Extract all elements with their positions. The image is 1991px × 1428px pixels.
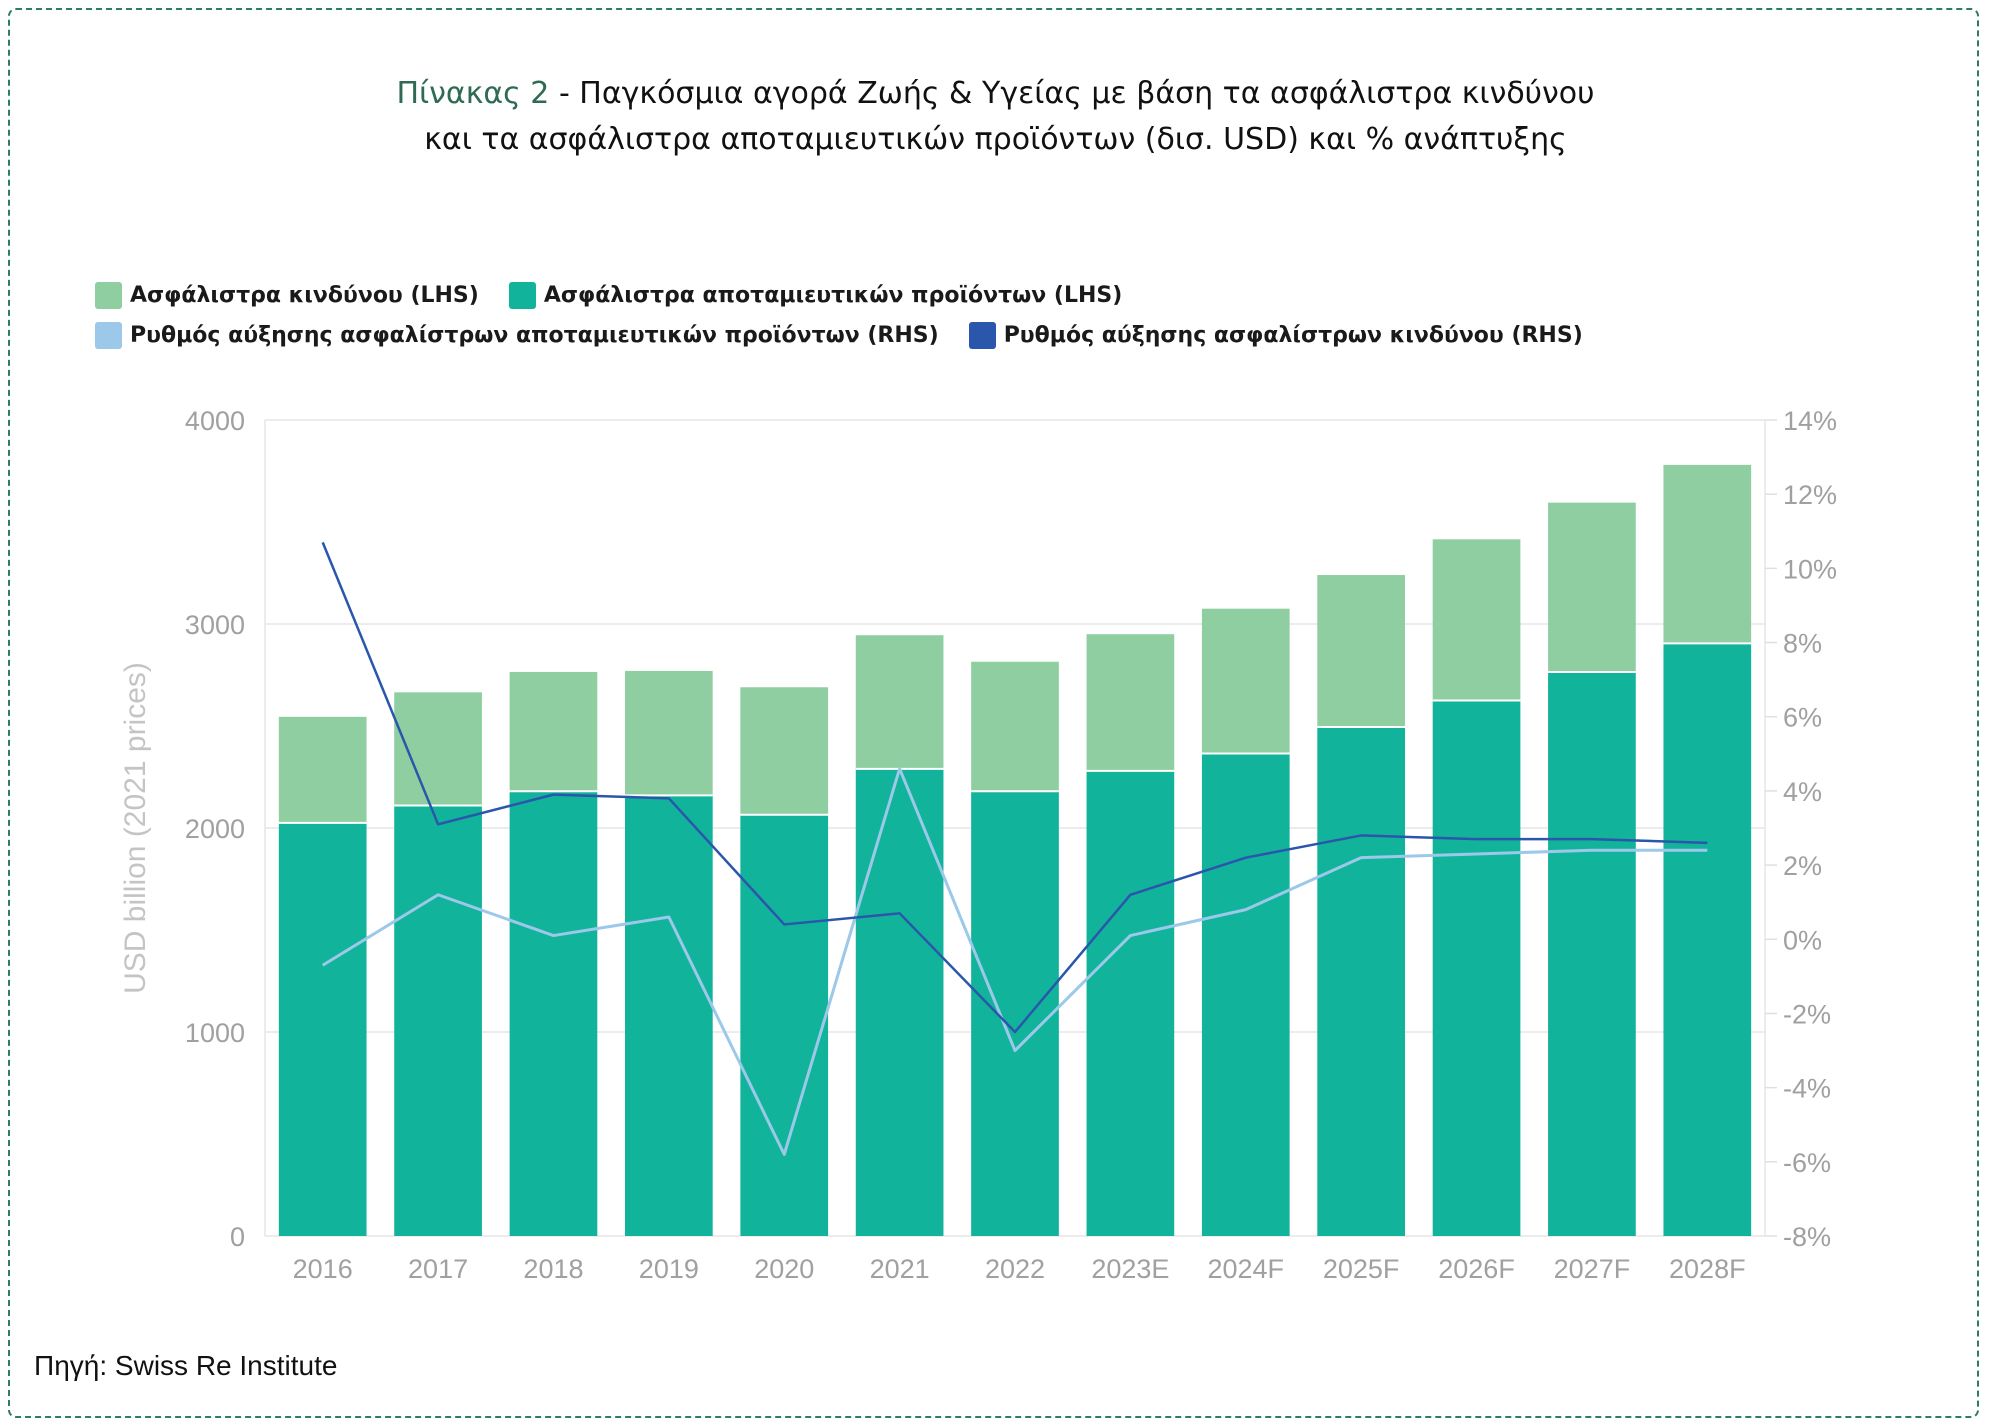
- bar-risk: [1086, 634, 1175, 771]
- bar-savings: [1201, 753, 1290, 1236]
- legend-swatch-risk-growth: [968, 322, 996, 349]
- bar-savings: [1317, 727, 1405, 1236]
- x-tick-label: 2022: [985, 1254, 1045, 1284]
- y-tick-label: 2000: [185, 814, 245, 844]
- legend-item-risk-growth: Ρυθμός αύξησης ασφαλίστρων κινδύνου (RHS…: [968, 322, 1583, 349]
- x-tick-label: 2026F: [1438, 1254, 1515, 1284]
- x-tick-label: 2023E: [1091, 1254, 1169, 1284]
- chart-title-prefix: Πίνακας 2: [396, 76, 550, 111]
- legend-row-1: Ασφάλιστρα κινδύνου (LHS) Ασφάλιστρα απο…: [95, 282, 1152, 309]
- legend-item-risk-bar: Ασφάλιστρα κινδύνου (LHS): [95, 282, 479, 309]
- y-tick-label: 0: [230, 1222, 245, 1252]
- bar-savings: [855, 768, 944, 1236]
- bar-savings: [1548, 671, 1636, 1236]
- bar-risk: [278, 716, 367, 823]
- y2-tick-label: 10%: [1783, 554, 1837, 584]
- bar-risk: [394, 692, 482, 806]
- y-tick-label: 1000: [185, 1018, 245, 1048]
- legend-item-savings-growth: Ρυθμός αύξησης ασφαλίστρων αποταμιευτικώ…: [95, 322, 939, 349]
- bar-savings: [509, 791, 598, 1236]
- y2-tick-label: 12%: [1783, 480, 1837, 510]
- bar-risk: [1317, 575, 1405, 728]
- legend-label-savings-growth: Ρυθμός αύξησης ασφαλίστρων αποταμιευτικώ…: [130, 323, 939, 348]
- bar-savings: [740, 814, 829, 1236]
- x-tick-label: 2021: [870, 1254, 930, 1284]
- bar-savings: [394, 805, 482, 1236]
- y2-tick-label: 14%: [1783, 406, 1837, 436]
- y2-tick-label: 4%: [1783, 777, 1822, 807]
- y2-tick-label: 8%: [1783, 629, 1822, 659]
- bar-risk: [509, 671, 598, 792]
- x-tick-label: 2025F: [1323, 1254, 1400, 1284]
- bar-savings: [1663, 643, 1752, 1236]
- bar-savings: [1086, 770, 1175, 1236]
- x-tick-label: 2017: [408, 1254, 468, 1284]
- bar-risk: [855, 635, 944, 769]
- y-tick-label: 4000: [185, 406, 245, 436]
- bar-savings: [625, 795, 713, 1236]
- x-tick-label: 2018: [523, 1254, 583, 1284]
- chart-title-text: - Παγκόσμια αγορά Ζωής & Υγείας με βάση …: [549, 76, 1595, 111]
- bar-risk: [1548, 502, 1636, 672]
- bar-risk: [1201, 608, 1290, 754]
- legend-swatch-risk-bar: [95, 282, 122, 309]
- line-risk-growth: [321, 541, 1708, 1034]
- y2-tick-label: -2%: [1783, 999, 1831, 1029]
- bar-savings: [1432, 700, 1521, 1236]
- bar-risk: [971, 661, 1059, 792]
- y-tick-label: 3000: [185, 610, 245, 640]
- y2-tick-label: 2%: [1783, 851, 1822, 881]
- legend-label-savings-bar: Ασφάλιστρα αποταμιευτικών προϊόντων (LHS…: [543, 283, 1123, 308]
- chart-title-line2: και τα ασφάλιστρα αποταμιευτικών προϊόντ…: [424, 122, 1567, 157]
- y2-tick-label: -6%: [1783, 1148, 1831, 1178]
- line-savings-growth: [321, 767, 1708, 1156]
- source-note: Πηγή: Swiss Re Institute: [34, 1350, 338, 1381]
- x-tick-label: 2019: [639, 1254, 699, 1284]
- y2-tick-label: 0%: [1783, 925, 1822, 955]
- legend-label-risk-bar: Ασφάλιστρα κινδύνου (LHS): [130, 283, 479, 308]
- y2-tick-label: -8%: [1783, 1222, 1831, 1252]
- legend-row-2: Ρυθμός αύξησης ασφαλίστρων αποταμιευτικώ…: [95, 322, 1613, 349]
- chart-frame: [8, 8, 1979, 1418]
- bar-risk: [1432, 539, 1521, 701]
- legend-swatch-savings-growth: [95, 322, 122, 349]
- x-tick-label: 2024F: [1207, 1254, 1284, 1284]
- legend-label-risk-growth: Ρυθμός αύξησης ασφαλίστρων κινδύνου (RHS…: [1003, 323, 1583, 348]
- x-tick-label: 2020: [754, 1254, 814, 1284]
- bar-risk: [740, 687, 829, 815]
- bar-savings: [278, 822, 367, 1236]
- bar-risk: [1663, 464, 1752, 644]
- legend-swatch-savings-bar: [508, 282, 536, 309]
- x-tick-label: 2016: [293, 1254, 353, 1284]
- y-axis-title: USD billion (2021 prices): [119, 662, 152, 994]
- chart-title-line1: Πίνακας 2 - Παγκόσμια αγορά Ζωής & Υγεία…: [0, 76, 1991, 111]
- y2-tick-label: 6%: [1783, 703, 1822, 733]
- x-tick-label: 2028F: [1669, 1254, 1746, 1284]
- x-tick-label: 2027F: [1554, 1254, 1631, 1284]
- bar-savings: [971, 791, 1059, 1236]
- y2-tick-label: -4%: [1783, 1074, 1831, 1104]
- legend-item-savings-bar: Ασφάλιστρα αποταμιευτικών προϊόντων (LHS…: [508, 282, 1123, 309]
- bar-risk: [625, 670, 713, 796]
